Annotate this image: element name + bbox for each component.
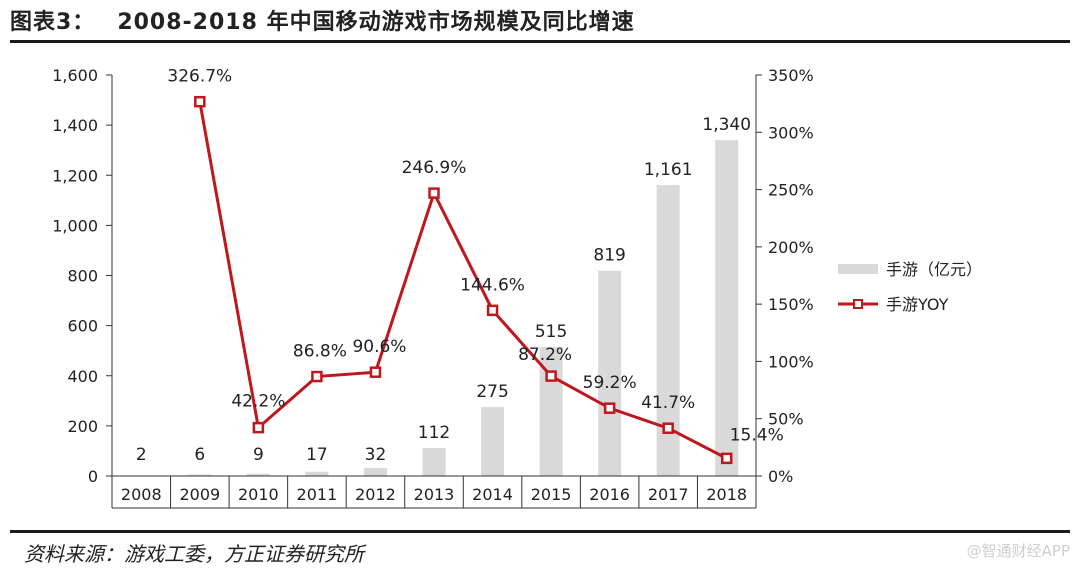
yoy-point xyxy=(252,421,265,434)
bar xyxy=(656,185,680,477)
right-axis-tick-label: 250% xyxy=(768,181,814,200)
x-axis-tick-label: 2017 xyxy=(648,485,689,504)
yoy-data-label: 90.6% xyxy=(352,337,406,357)
yoy-data-label: 59.2% xyxy=(583,373,637,393)
bar-data-label: 515 xyxy=(535,322,567,342)
legend-label-bar: 手游（亿元） xyxy=(886,260,982,279)
left-axis-tick-label: 200 xyxy=(67,417,98,436)
right-axis-tick-label: 0% xyxy=(768,467,793,486)
right-axis-tick-label: 100% xyxy=(768,352,814,371)
x-axis-tick-label: 2013 xyxy=(414,485,455,504)
bar-data-label: 32 xyxy=(365,445,387,465)
bar-data-label: 819 xyxy=(593,246,625,266)
bar xyxy=(481,407,505,476)
yoy-point xyxy=(603,402,616,414)
bar xyxy=(188,474,212,476)
yoy-data-label: 246.9% xyxy=(402,158,467,178)
left-axis-tick-label: 0 xyxy=(88,467,98,486)
left-axis-tick-label: 1,000 xyxy=(52,216,98,235)
right-axis-tick-label: 150% xyxy=(768,295,814,314)
watermark: @智通财经APP xyxy=(966,542,1070,560)
yoy-data-label: 87.2% xyxy=(518,345,572,365)
right-axis-tick-label: 200% xyxy=(768,238,814,257)
yoy-data-label: 144.6% xyxy=(460,275,525,295)
yoy-point xyxy=(662,422,674,434)
top-rule xyxy=(10,40,1070,43)
bar xyxy=(422,447,446,476)
left-axis-tick-label: 600 xyxy=(67,317,98,336)
bar xyxy=(715,140,739,476)
figure-number: 图表3： xyxy=(10,10,96,35)
x-axis-tick-label: 2010 xyxy=(238,485,279,504)
left-axis-tick-label: 800 xyxy=(67,267,98,286)
bar xyxy=(598,270,622,476)
bar-data-label: 112 xyxy=(418,423,450,443)
legend-swatch-marker xyxy=(853,299,863,309)
bar-data-label: 6 xyxy=(194,445,205,465)
yoy-point xyxy=(486,304,499,317)
left-axis-tick-label: 400 xyxy=(67,367,98,386)
yoy-data-label: 41.7% xyxy=(641,393,695,413)
left-axis-tick-label: 1,600 xyxy=(52,66,98,85)
bar-data-label: 2 xyxy=(136,445,147,465)
yoy-data-label: 326.7% xyxy=(167,67,232,87)
yoy-point xyxy=(194,95,206,108)
bar xyxy=(305,471,329,476)
x-axis-tick-label: 2012 xyxy=(355,485,396,504)
right-axis-tick-label: 350% xyxy=(768,66,814,85)
yoy-point xyxy=(428,187,440,199)
bar-data-label: 17 xyxy=(306,445,328,465)
yoy-data-label: 86.8% xyxy=(293,342,347,362)
legend-label-line: 手游YOY xyxy=(886,295,949,314)
x-axis-tick-label: 2009 xyxy=(179,485,220,504)
yoy-data-label: 15.4% xyxy=(730,425,784,445)
x-axis-tick-label: 2018 xyxy=(706,485,747,504)
yoy-point xyxy=(311,370,323,383)
bar xyxy=(363,467,387,476)
yoy-line xyxy=(198,101,728,460)
source-note: 资料来源：游戏工委，方正证券研究所 xyxy=(24,542,364,566)
x-axis-tick-label: 2014 xyxy=(472,485,513,504)
bar-data-label: 1,161 xyxy=(644,160,693,180)
yoy-point xyxy=(369,366,382,378)
chart-area: 0 200 400 600 800 1,000 1,200 1,400 1,600 0% 50% 10… xyxy=(52,66,982,509)
right-axis-tick-label: 50% xyxy=(768,410,804,429)
bar-data-label: 1,340 xyxy=(702,115,751,135)
figure-title-text: 2008-2018 年中国移动游戏市场规模及同比增速 xyxy=(117,10,635,35)
figure-title: 图表3： 2008-2018 年中国移动游戏市场规模及同比增速 xyxy=(10,4,635,36)
yoy-point xyxy=(720,452,733,465)
bar-data-label: 9 xyxy=(253,445,264,465)
x-axis-tick-label: 2011 xyxy=(297,485,338,504)
right-axis-tick-label: 300% xyxy=(768,123,814,142)
x-axis-tick-label: 2008 xyxy=(121,485,162,504)
bottom-rule xyxy=(10,530,1070,533)
yoy-data-label: 42.2% xyxy=(231,392,285,412)
legend-swatch-bar xyxy=(838,264,878,274)
left-axis-tick-label: 1,200 xyxy=(52,166,98,185)
x-axis-tick-label: 2016 xyxy=(589,485,630,504)
bar xyxy=(246,473,270,476)
left-axis-tick-label: 1,400 xyxy=(52,116,98,135)
bar-data-label: 275 xyxy=(476,382,508,402)
yoy-point xyxy=(545,370,557,382)
x-axis-tick-label: 2015 xyxy=(531,485,572,504)
